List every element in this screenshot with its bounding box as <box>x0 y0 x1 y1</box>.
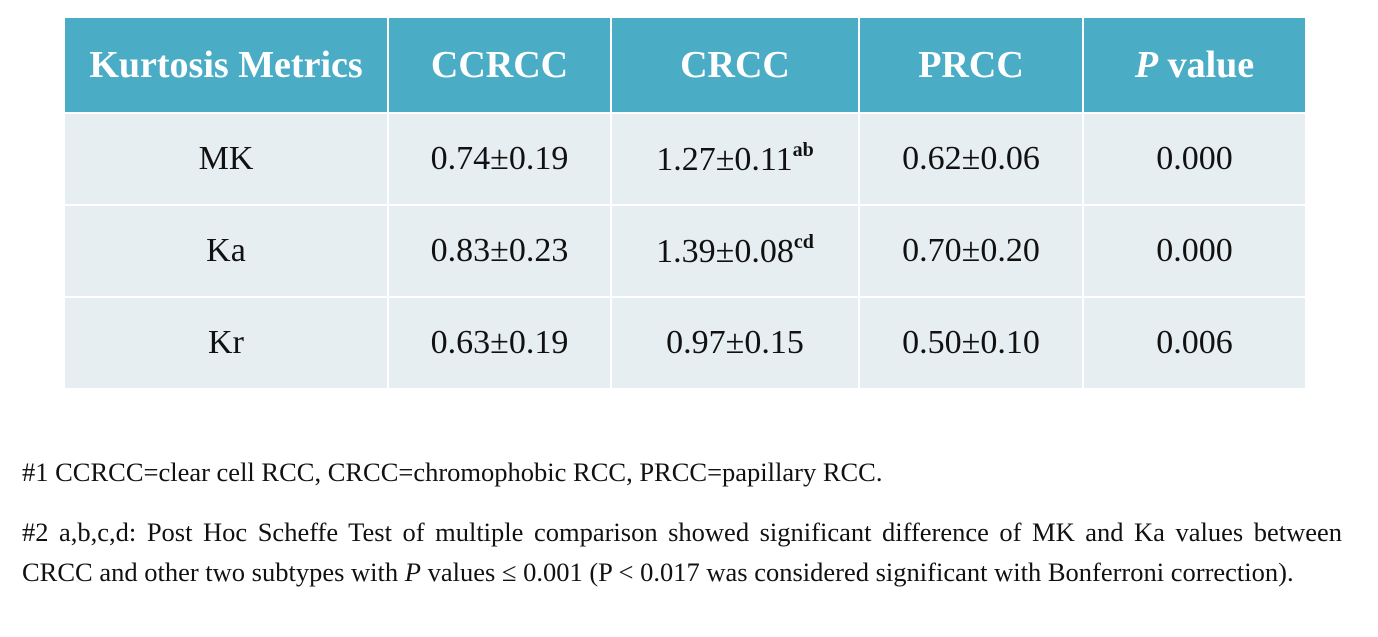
table-row: MK 0.74±0.19 1.27±0.11ab 0.62±0.06 0.000 <box>65 114 1305 204</box>
table-row: Ka 0.83±0.23 1.39±0.08cd 0.70±0.20 0.000 <box>65 206 1305 296</box>
cell: 0.006 <box>1084 298 1305 388</box>
superscript: ab <box>792 139 814 161</box>
cell: 1.39±0.08cd <box>612 206 858 296</box>
cell: 0.63±0.19 <box>389 298 610 388</box>
data-table: Kurtosis Metrics CCRCC CRCC PRCC P value… <box>63 16 1307 390</box>
footnote: #2 a,b,c,d: Post Hoc Scheffe Test of mul… <box>22 512 1342 592</box>
table-row: Kr 0.63±0.19 0.97±0.15 0.50±0.10 0.006 <box>65 298 1305 388</box>
header-text: value <box>1158 44 1255 86</box>
cell: 0.50±0.10 <box>860 298 1082 388</box>
cell: 1.27±0.11ab <box>612 114 858 204</box>
cell-text: 1.39±0.08 <box>656 233 794 270</box>
superscript: cd <box>793 231 814 253</box>
italic-text: P <box>1134 44 1159 86</box>
cell: Kr <box>65 298 387 388</box>
header-cell: P value <box>1084 18 1305 112</box>
footnote-text: values ≤ 0.001 (P < 0.017 was considered… <box>420 557 1294 587</box>
header-cell: CCRCC <box>389 18 610 112</box>
cell: Ka <box>65 206 387 296</box>
cell: 0.97±0.15 <box>612 298 858 388</box>
cell: MK <box>65 114 387 204</box>
cell: 0.62±0.06 <box>860 114 1082 204</box>
footnotes: #1 CCRCC=clear cell RCC, CRCC=chromophob… <box>22 452 1342 592</box>
header-cell: PRCC <box>860 18 1082 112</box>
cell: 0.000 <box>1084 206 1305 296</box>
cell: 0.83±0.23 <box>389 206 610 296</box>
cell: 0.70±0.20 <box>860 206 1082 296</box>
footnote-text: #2 a,b,c,d: Post Hoc Scheffe Test of mul… <box>22 517 1342 587</box>
cell: 0.74±0.19 <box>389 114 610 204</box>
header-row: Kurtosis Metrics CCRCC CRCC PRCC P value <box>65 18 1305 112</box>
cell-text: 1.27±0.11 <box>656 141 793 178</box>
header-cell: CRCC <box>612 18 858 112</box>
cell: 0.000 <box>1084 114 1305 204</box>
footnote: #1 CCRCC=clear cell RCC, CRCC=chromophob… <box>22 457 883 487</box>
header-cell: Kurtosis Metrics <box>65 18 387 112</box>
italic-text: P <box>404 557 421 587</box>
